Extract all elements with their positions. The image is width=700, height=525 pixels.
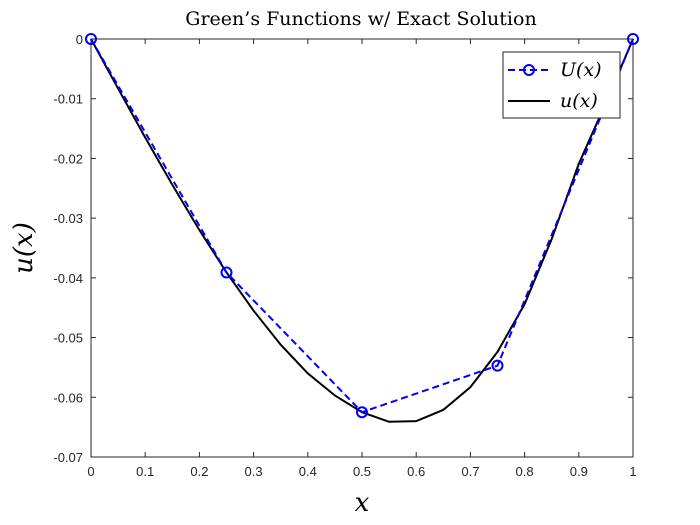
y-tick-label: -0.05 [53,331,83,346]
series-point-U [627,33,639,45]
x-axis-label: x [355,488,370,518]
axis-ticks: 0 0.1 0.2 0.3 0.4 0.5 0.6 0.7 0.8 0.9 1 0 -0.01 -0.02… [53,32,636,479]
x-tick-label: 0.7 [461,464,479,479]
series-layer [85,33,639,423]
series-point-U [356,406,368,419]
legend-box [502,51,621,119]
y-tick-label: -0.04 [53,271,83,286]
y-tick-label: -0.07 [53,450,83,465]
y-tick-label: -0.03 [53,211,83,226]
legend: U(x) u(x) [502,51,621,119]
x-tick-label: 0.6 [407,464,425,479]
y-tick-label: -0.01 [53,92,83,107]
y-tick-label: -0.06 [53,390,83,405]
x-tick-label: 0.2 [190,464,208,479]
legend-label-u: u(x) [560,90,598,112]
y-tick-label: -0.02 [53,151,83,166]
legend-marker-U [523,64,535,76]
legend-label-U: U(x) [560,59,602,81]
x-tick-label: 0.8 [516,464,534,479]
x-tick-label: 0.4 [299,464,317,479]
x-tick-label: 0.9 [570,464,588,479]
x-tick-label: 0.5 [353,464,371,479]
y-tick-label: 0 [76,32,83,47]
series-point-U [491,359,504,372]
x-tick-label: 1 [629,464,636,479]
series-point-U [220,266,233,279]
x-tick-label: 0.3 [245,464,263,479]
series-line-U [90,38,634,414]
series-point-U [85,33,97,45]
x-tick-label: 0.1 [136,464,154,479]
x-tick-label: 0 [87,464,94,479]
y-axis-label: u(x) [9,222,39,274]
chart-title: Green’s Functions w/ Exact Solution [185,8,536,30]
